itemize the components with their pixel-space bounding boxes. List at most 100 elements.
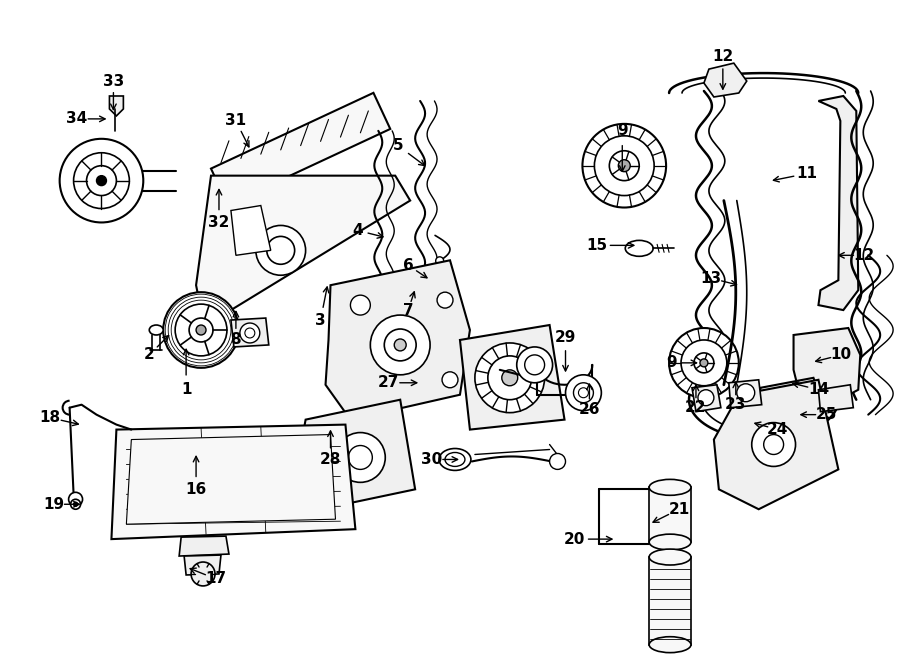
Bar	[649, 557, 691, 644]
Polygon shape	[794, 328, 860, 398]
Circle shape	[336, 432, 385, 483]
Circle shape	[176, 304, 227, 356]
Text: 8: 8	[230, 332, 241, 348]
Text: 19: 19	[43, 497, 64, 512]
Bar	[649, 487, 691, 542]
Circle shape	[68, 492, 83, 506]
Circle shape	[700, 359, 708, 367]
Circle shape	[74, 502, 77, 506]
Circle shape	[370, 315, 430, 375]
Text: 1: 1	[181, 382, 192, 397]
Ellipse shape	[445, 453, 465, 467]
Text: 9: 9	[617, 124, 627, 138]
Circle shape	[475, 343, 544, 412]
Text: 31: 31	[225, 114, 247, 128]
Text: 6: 6	[403, 258, 414, 273]
Polygon shape	[460, 325, 564, 430]
Text: 33: 33	[103, 73, 124, 89]
Polygon shape	[692, 385, 721, 412]
Circle shape	[582, 124, 666, 208]
Circle shape	[350, 295, 370, 315]
Text: 29: 29	[554, 330, 576, 346]
Circle shape	[594, 136, 654, 196]
Ellipse shape	[649, 637, 691, 652]
Circle shape	[74, 153, 130, 208]
Text: 28: 28	[320, 452, 341, 467]
Circle shape	[573, 383, 593, 403]
Circle shape	[502, 370, 518, 386]
Text: 30: 30	[421, 452, 443, 467]
Ellipse shape	[439, 449, 471, 471]
Circle shape	[394, 339, 406, 351]
Polygon shape	[326, 260, 470, 420]
Circle shape	[681, 340, 727, 386]
Text: 10: 10	[831, 348, 852, 362]
Polygon shape	[231, 318, 269, 347]
Circle shape	[774, 398, 804, 428]
Circle shape	[550, 453, 565, 469]
Circle shape	[384, 329, 416, 361]
Text: 16: 16	[185, 482, 207, 497]
Polygon shape	[296, 400, 415, 509]
Text: 32: 32	[208, 215, 230, 230]
Circle shape	[245, 328, 255, 338]
Circle shape	[609, 151, 639, 180]
Text: 9: 9	[666, 356, 677, 370]
Polygon shape	[714, 380, 839, 509]
Polygon shape	[818, 96, 859, 310]
Polygon shape	[184, 555, 221, 575]
Text: 12: 12	[712, 49, 733, 63]
Circle shape	[669, 328, 739, 398]
Circle shape	[196, 325, 206, 335]
Polygon shape	[112, 424, 356, 539]
Text: 7: 7	[403, 303, 413, 317]
Text: 20: 20	[563, 531, 585, 547]
Text: 18: 18	[39, 410, 60, 425]
Text: 21: 21	[669, 502, 689, 517]
Circle shape	[618, 160, 630, 172]
Circle shape	[752, 422, 796, 467]
Circle shape	[266, 237, 294, 264]
Text: 12: 12	[853, 248, 875, 263]
Circle shape	[256, 225, 306, 275]
Text: 3: 3	[315, 313, 326, 328]
Text: 23: 23	[725, 397, 746, 412]
Circle shape	[565, 375, 601, 410]
Text: 4: 4	[352, 223, 363, 238]
Circle shape	[348, 446, 373, 469]
Polygon shape	[110, 96, 123, 116]
Circle shape	[240, 323, 260, 343]
Circle shape	[59, 139, 143, 223]
Text: 25: 25	[815, 407, 837, 422]
Circle shape	[764, 434, 784, 455]
Ellipse shape	[649, 549, 691, 565]
Circle shape	[488, 356, 532, 400]
Circle shape	[694, 353, 714, 373]
Polygon shape	[818, 385, 853, 412]
Text: 24: 24	[767, 422, 788, 437]
Circle shape	[525, 355, 544, 375]
Ellipse shape	[649, 534, 691, 550]
Circle shape	[442, 372, 458, 388]
Polygon shape	[704, 63, 747, 97]
Text: 15: 15	[586, 238, 607, 253]
Circle shape	[436, 257, 444, 265]
Text: 22: 22	[685, 400, 706, 415]
Circle shape	[70, 499, 81, 509]
Ellipse shape	[649, 479, 691, 495]
Polygon shape	[179, 536, 229, 556]
Circle shape	[579, 388, 589, 398]
Circle shape	[163, 292, 239, 368]
Polygon shape	[753, 378, 824, 440]
Circle shape	[86, 166, 116, 196]
Circle shape	[189, 318, 213, 342]
Circle shape	[737, 384, 755, 402]
Text: 34: 34	[66, 112, 87, 126]
Text: 11: 11	[796, 166, 817, 181]
Text: 14: 14	[808, 382, 829, 397]
Text: 2: 2	[144, 348, 155, 362]
Polygon shape	[231, 206, 271, 255]
Ellipse shape	[626, 241, 653, 256]
Circle shape	[422, 282, 430, 290]
Circle shape	[191, 562, 215, 586]
